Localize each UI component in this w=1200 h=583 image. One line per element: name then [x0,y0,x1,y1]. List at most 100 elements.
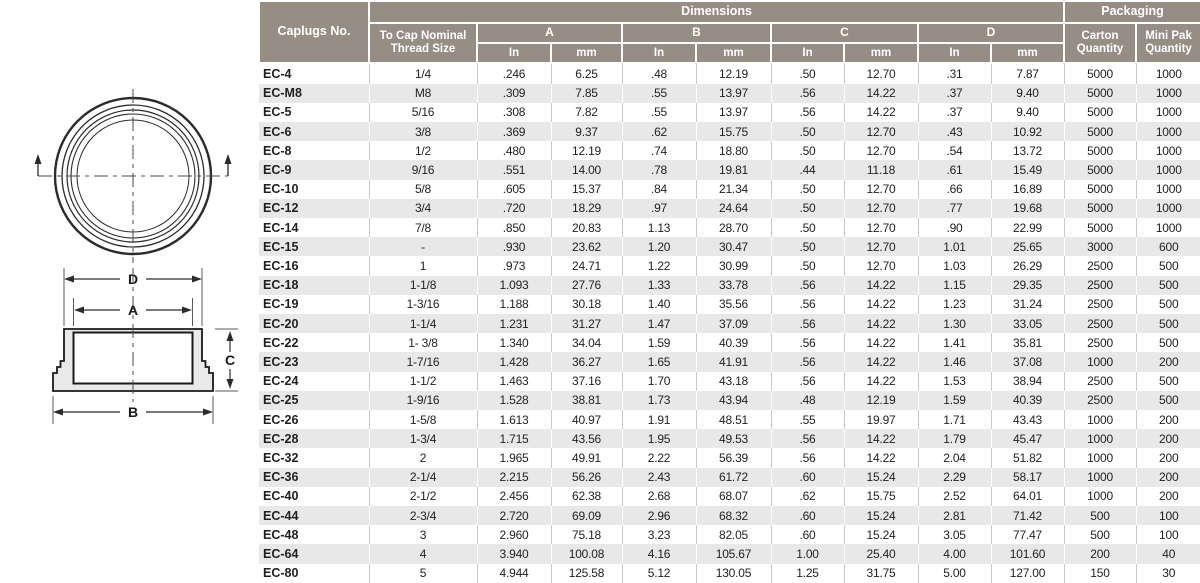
cell-carton: 1000 [1063,486,1137,507]
cell-minipak: 500 [1135,314,1200,334]
cell-b_in: .74 [621,141,696,161]
cell-c_mm: 15.75 [843,486,918,507]
cell-no: EC-20 [263,316,299,331]
cell-a_in: 1.340 [476,333,551,353]
cell-a_mm: 37.16 [550,371,622,391]
header-line: Quantity [1076,43,1124,55]
cell-d_mm: 19.68 [990,198,1065,218]
table-row: EC-25 1-9/16 1.528 38.81 1.73 43.94.48 12.19 1.… [259,390,1200,411]
cell-carton: 500 [1063,525,1137,545]
cell-thread: 9/16 [368,160,477,180]
table-row: EC-22 1- 3/8 1.340 34.04 1.59 40.39.56 14.22 1.… [259,333,1200,353]
cell-no: EC-24 [263,374,299,389]
cell-a_in: .551 [476,160,551,180]
cell-b_mm: 130.05 [695,563,771,583]
cell-thread: 5/8 [368,179,477,199]
cell-d_mm: 13.72 [990,141,1065,161]
cell-carton: 3000 [1063,237,1137,257]
cell-minipak: 200 [1135,448,1200,468]
cell-b_mm: 21.34 [695,179,771,199]
cell-d_in: .43 [917,121,991,142]
cell-thread: 7/8 [368,218,477,238]
cell-c_in: .44 [770,160,844,180]
table-row: EC-64 4 3.940 100.08 4.16 105.67 1.00 25.40 4.00… [259,544,1200,564]
cell-c_in: .60 [770,467,844,487]
cell-d_mm: 15.49 [990,160,1065,180]
column-header-dim-c: C [770,22,919,44]
table-row: EC-16 1.973 24.71 1.22 30.99.50 12.70 1.03 26.2… [259,256,1200,276]
cell-c_in: .56 [770,429,844,449]
cell-b_in: .78 [621,160,696,180]
cell-a_mm: 100.08 [550,544,622,564]
cell-thread: 2-1/4 [368,467,477,487]
cell-no: EC-44 [263,508,299,523]
cell-carton: 2500 [1063,390,1137,411]
cell-a_mm: 62.38 [550,486,622,507]
cell-a_mm: 31.27 [550,314,622,334]
cell-b_mm: 82.05 [695,525,771,545]
dim-label-c: C [225,352,235,368]
cell-no: EC-26 [263,412,299,427]
cell-a_mm: 40.97 [550,410,622,430]
cell-minipak: 1000 [1135,160,1200,180]
cell-c_in: .55 [770,410,844,430]
cell-b_mm: 37.09 [695,314,771,334]
dimension-b [53,408,213,416]
cell-thread: 1/2 [368,141,477,161]
cell-carton: 5000 [1063,218,1137,238]
cell-b_in: 2.68 [621,486,696,507]
cell-c_mm: 15.24 [843,525,918,545]
cell-b_mm: 40.39 [695,333,771,353]
cell-b_mm: 24.64 [695,198,771,218]
cell-d_mm: 29.35 [990,275,1065,295]
cell-b_in: 1.20 [621,237,696,257]
cell-c_mm: 25.40 [843,544,918,564]
cell-minipak: 1000 [1135,121,1200,142]
table-row: EC-10 5/8.605 15.37.84 21.34.50 12.70.66 16.8… [259,179,1200,199]
cell-carton: 150 [1063,563,1137,583]
cell-a_mm: 14.00 [550,160,622,180]
table-row: EC-8 1/2.480 12.19.74 18.80.50 12.70.54 13.72… [259,141,1200,161]
cell-minipak: 200 [1135,410,1200,430]
table-row: EC-24 1-1/2 1.463 37.16 1.70 43.18.56 14.22 1.5… [259,371,1200,391]
table-header: Caplugs No. Dimensions Packaging To Cap … [258,0,1200,64]
table-row: EC-9 9/16.551 14.00.78 19.81.44 11.18.61 15.4… [259,160,1200,180]
cell-c_in: .56 [770,294,844,315]
cell-c_mm: 14.22 [843,83,918,103]
cell-a_in: 1.231 [476,314,551,334]
table-row: EC-19 1-3/16 1.188 30.18 1.40 35.56.56 14.22 1.… [259,294,1200,315]
cell-minipak: 500 [1135,275,1200,295]
cell-d_mm: 33.05 [990,314,1065,334]
cell-b_in: 1.40 [621,294,696,315]
cell-no: EC-8 [263,143,292,158]
cell-no: EC-48 [263,527,299,542]
cell-carton: 2500 [1063,294,1137,315]
cell-minipak: 200 [1135,467,1200,487]
cell-a_in: 1.528 [476,390,551,411]
cell-a_mm: 56.26 [550,467,622,487]
cell-c_in: .50 [770,179,844,199]
cell-no: EC-19 [263,297,299,312]
table-row: EC-48 3 2.960 75.18 3.23 82.05.60 15.24 3.05 77.… [259,525,1200,545]
cell-no: EC-80 [263,566,299,581]
cell-c_mm: 19.97 [843,410,918,430]
cell-c_mm: 14.22 [843,333,918,353]
cell-c_mm: 12.70 [843,63,918,84]
cell-minipak: 1000 [1135,63,1200,84]
cell-minipak: 600 [1135,237,1200,257]
cell-c_mm: 15.24 [843,506,918,526]
cell-b_mm: 19.81 [695,160,771,180]
cell-thread: 3 [368,525,477,545]
cell-a_in: .973 [476,256,551,276]
cell-d_mm: 101.60 [990,544,1065,564]
cell-b_in: 4.16 [621,544,696,564]
cell-d_mm: 51.82 [990,448,1065,468]
cell-carton: 2500 [1063,275,1137,295]
cell-d_in: 1.01 [917,237,991,257]
cell-minipak: 500 [1135,294,1200,315]
cell-thread: 1- 3/8 [368,333,477,353]
cell-carton: 2500 [1063,371,1137,391]
cell-d_mm: 26.29 [990,256,1065,276]
column-header-dim-b: B [621,22,772,44]
dimensions-table: Caplugs No. Dimensions Packaging To Cap … [258,0,1200,583]
